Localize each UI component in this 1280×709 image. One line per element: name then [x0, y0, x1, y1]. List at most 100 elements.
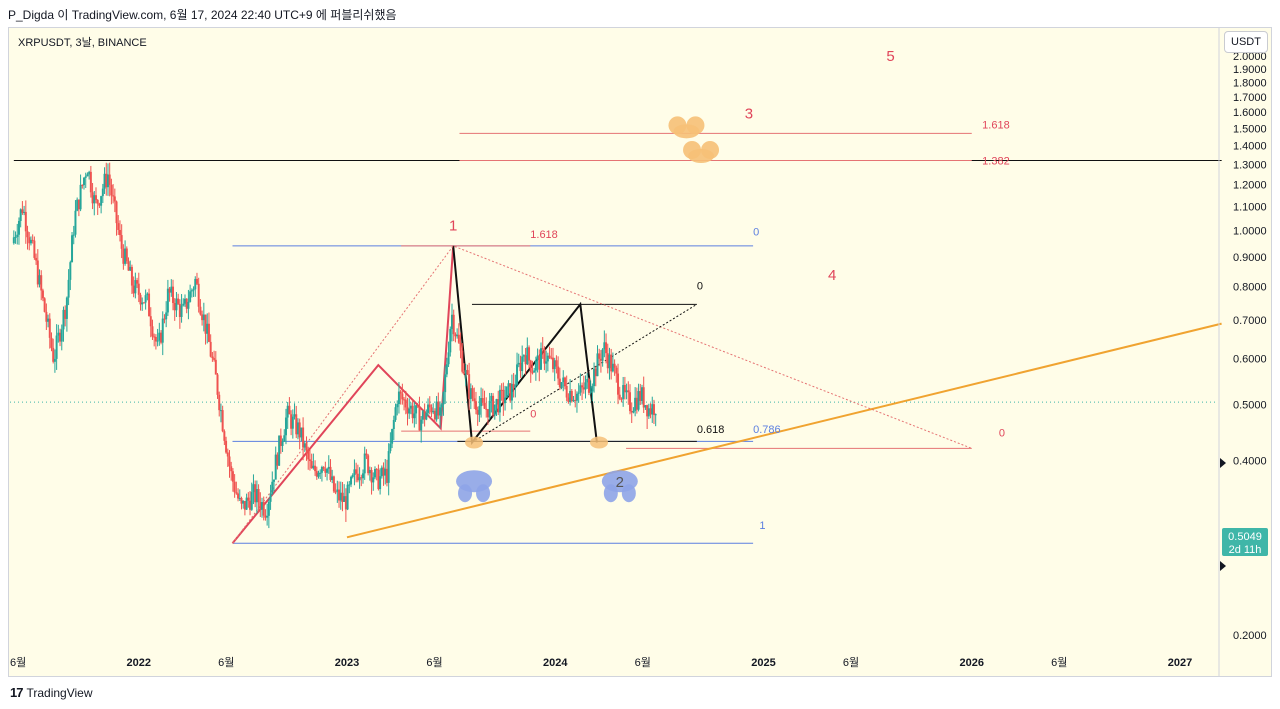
blob-layer [456, 116, 720, 503]
candle-body [488, 400, 491, 418]
candle-body [640, 387, 643, 401]
candle-body [504, 397, 507, 404]
currency-button[interactable]: USDT [1224, 31, 1268, 53]
candle-body [382, 467, 385, 476]
chart-pane[interactable] [8, 27, 1272, 677]
candle-body [156, 340, 159, 342]
candle-body [593, 368, 596, 387]
candle-body [517, 362, 520, 365]
candle-body [302, 427, 305, 448]
candle-body [560, 382, 563, 388]
y-tick-label: 1.8000 [1233, 77, 1267, 89]
candle-body [611, 363, 614, 372]
candle-body [62, 309, 65, 330]
candle-body [603, 342, 606, 350]
candle-body [646, 405, 649, 417]
candle-body [249, 500, 252, 510]
candle-body [228, 456, 231, 467]
candle-body [291, 416, 294, 429]
candle-body [74, 210, 77, 235]
candle-body [512, 383, 515, 388]
candle-body [146, 293, 149, 296]
candle-body [221, 410, 224, 432]
candle-body [317, 472, 320, 477]
candle-body [31, 239, 34, 241]
candle-body [19, 209, 22, 221]
candle-body [195, 278, 198, 284]
candle-body [124, 248, 127, 264]
tradingview-logo-icon: 17 [10, 685, 24, 700]
candle-body [546, 355, 549, 362]
y-tick-label: 0.7000 [1233, 315, 1267, 327]
candle-body [295, 414, 298, 435]
candle-body [71, 235, 74, 263]
candle-body [204, 314, 207, 334]
x-tick-label: 2025 [751, 657, 775, 669]
candle-body [360, 477, 363, 479]
candle-body [481, 398, 484, 403]
last-price-badge: 0.5049 2d 11h [1222, 528, 1268, 556]
candle-body [439, 407, 442, 416]
candle-body [28, 237, 31, 244]
candle-body [113, 196, 116, 202]
candle-body [534, 360, 537, 371]
candle-body [486, 409, 489, 418]
candle-body [160, 332, 163, 343]
chart-labels: 1 2 3 4 5 1.618 1.382 1.618 0 0 0 0.618 0.786 0 1 [449, 48, 1010, 532]
candle-body [308, 459, 311, 462]
candle-body [618, 394, 621, 399]
candle-body [396, 404, 399, 408]
wave-label: 5 [886, 48, 894, 65]
heart-base [673, 124, 700, 139]
tooth-root [621, 484, 636, 503]
candle-body [432, 410, 435, 413]
candle-body [261, 502, 264, 510]
candle-body [105, 173, 108, 188]
candle-body [338, 489, 341, 501]
candle-body [327, 466, 330, 469]
candle-body [101, 188, 104, 197]
candle-body [334, 491, 337, 493]
candle-body [391, 429, 394, 444]
candle-body [272, 479, 275, 482]
candle-body [136, 280, 139, 284]
candle-body [403, 399, 406, 401]
candle-body [16, 234, 19, 237]
candle-body [510, 383, 513, 401]
y-tick-label: 0.8000 [1233, 281, 1267, 293]
candle-body [420, 419, 423, 431]
candle-body [570, 390, 573, 402]
candle-body [575, 393, 578, 401]
candle-body [243, 500, 246, 510]
candle-body [76, 199, 79, 211]
tooth-root [476, 484, 491, 503]
candle-body [639, 391, 642, 401]
candle-body [497, 399, 500, 413]
candle-body [654, 414, 657, 416]
candle-body [103, 173, 106, 189]
candle-body [41, 290, 44, 299]
candle-body [584, 382, 587, 390]
candle-body [110, 184, 113, 196]
candle-body [219, 410, 222, 412]
fib-label: 1.618 [530, 229, 558, 241]
candle-body [199, 306, 202, 315]
candle-body [341, 492, 344, 502]
candle-body [79, 184, 82, 210]
candle-body [187, 301, 190, 309]
candle-body [610, 354, 613, 372]
candle-body [324, 469, 327, 473]
candle-body [72, 234, 75, 236]
candle-body [293, 414, 296, 417]
candle-body [350, 476, 353, 485]
candle-body [623, 385, 626, 393]
candle-body [209, 341, 212, 357]
candle-body [622, 385, 625, 399]
candle-body [468, 374, 471, 400]
brand-name: TradingView [26, 685, 93, 700]
candle-body [96, 199, 99, 204]
candle-body [428, 404, 431, 408]
candle-body [394, 407, 397, 420]
fib-label: 1 [759, 520, 765, 532]
